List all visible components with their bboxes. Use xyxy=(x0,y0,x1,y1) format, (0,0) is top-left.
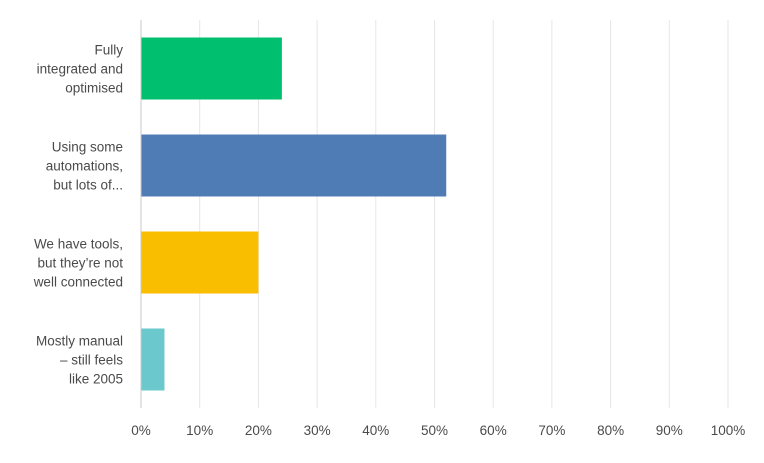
bar[interactable] xyxy=(141,37,282,100)
bar[interactable] xyxy=(141,328,165,391)
x-tick-label: 60% xyxy=(480,423,507,438)
x-axis-tick-labels: 0% 10% 20% 30% 40% 50% 60% 70% 80% 90% 100% xyxy=(131,423,745,438)
x-tick-label: 20% xyxy=(245,423,272,438)
x-tick-label: 30% xyxy=(304,423,331,438)
bar[interactable] xyxy=(141,231,259,294)
category-label: Using some automations, but lots of... xyxy=(46,140,123,193)
category-labels: Fully integrated and optimised Using some au… xyxy=(33,43,124,387)
bars xyxy=(141,37,447,391)
x-tick-label: 90% xyxy=(656,423,683,438)
x-tick-label: 80% xyxy=(597,423,624,438)
category-label: Fully integrated and optimised xyxy=(37,43,124,96)
x-tick-label: 40% xyxy=(362,423,389,438)
category-label: Mostly manual – still feels like 2005 xyxy=(36,334,123,387)
category-label: We have tools, but they’re not well connec… xyxy=(33,237,124,290)
x-tick-label: 50% xyxy=(421,423,448,438)
x-tick-label: 0% xyxy=(131,423,151,438)
bar[interactable] xyxy=(141,134,447,197)
x-tick-label: 70% xyxy=(538,423,565,438)
x-tick-label: 100% xyxy=(711,423,746,438)
x-tick-label: 10% xyxy=(186,423,213,438)
